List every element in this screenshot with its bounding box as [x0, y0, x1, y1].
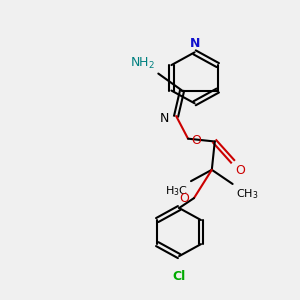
Text: O: O	[236, 164, 245, 177]
Text: H$_3$C: H$_3$C	[165, 184, 188, 198]
Text: O: O	[191, 134, 201, 147]
Text: CH$_3$: CH$_3$	[236, 187, 258, 201]
Text: Cl: Cl	[172, 270, 186, 283]
Text: NH$_2$: NH$_2$	[130, 56, 155, 71]
Text: N: N	[159, 112, 169, 125]
Text: O: O	[180, 192, 190, 205]
Text: N: N	[189, 37, 200, 50]
